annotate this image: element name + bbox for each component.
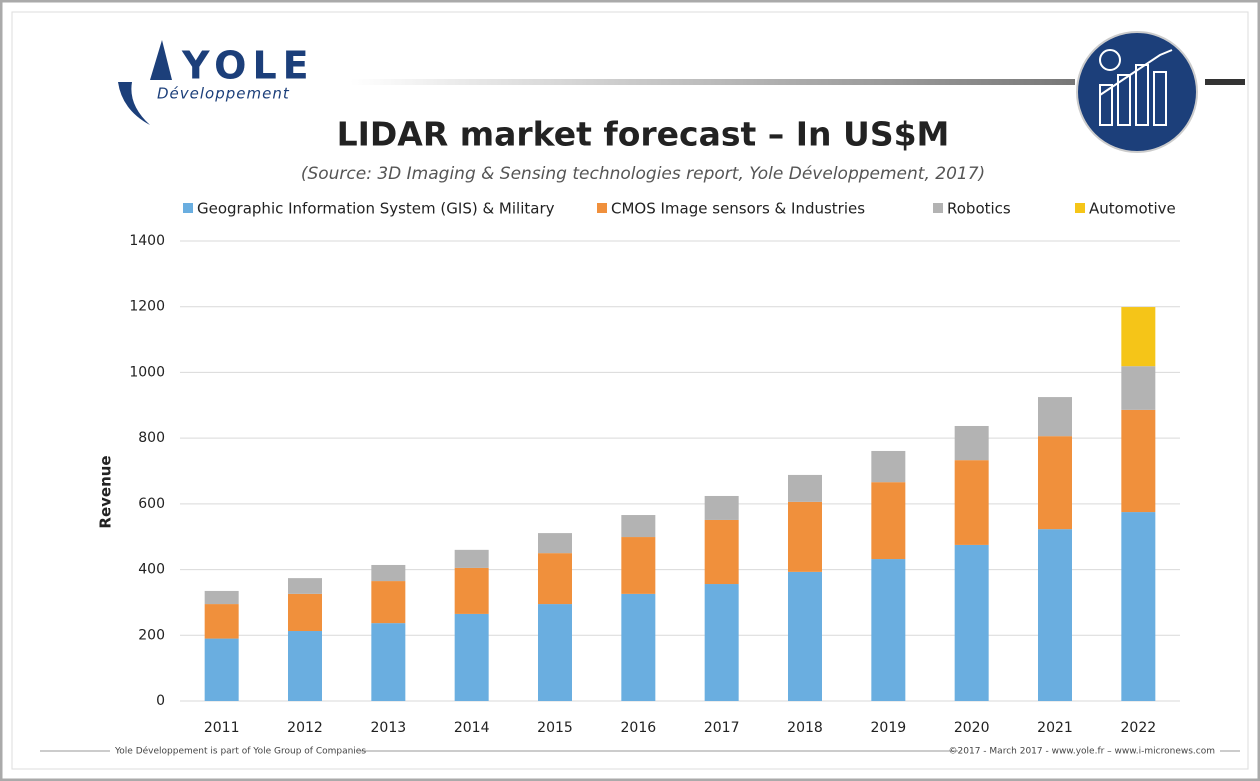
y-tick-label: 600 [138, 496, 165, 512]
x-tick-label: 2017 [704, 720, 740, 736]
bar-segment [954, 425, 989, 461]
legend-label: Robotics [947, 200, 1011, 218]
bar-segment [288, 593, 322, 632]
bar-segment [454, 549, 489, 568]
bar-segment [1038, 529, 1072, 701]
bar-segment [538, 604, 572, 701]
bar-segment [371, 564, 406, 582]
bar-segment [788, 474, 822, 502]
chart-subtitle: (Source: 3D Imaging & Sensing technologi… [301, 164, 985, 184]
legend-label: Geographic Information System (GIS) & Mi… [197, 200, 555, 218]
bar-segment [704, 519, 739, 585]
bar-segment [1121, 366, 1156, 410]
bar-segment [454, 613, 489, 701]
bar-segment [788, 501, 822, 572]
chart-title: LIDAR market forecast – In US$M [337, 115, 950, 154]
bar-segment [871, 482, 906, 560]
legend-swatch [183, 203, 193, 213]
header-rule [350, 79, 1075, 85]
x-tick-label: 2021 [1037, 720, 1073, 736]
badge-icon [1099, 49, 1173, 126]
legend-label: CMOS Image sensors & Industries [611, 200, 865, 218]
x-tick-label: 2015 [537, 720, 573, 736]
bar-segment [288, 631, 322, 701]
legend-label: Automotive [1089, 200, 1176, 218]
x-tick-label: 2011 [204, 720, 240, 736]
logo-subtitle: Développement [157, 85, 290, 103]
legend-swatch [1075, 203, 1085, 213]
legend-swatch [933, 203, 943, 213]
y-tick-label: 1200 [129, 299, 165, 315]
bar-segment [204, 604, 239, 639]
y-tick-label: 0 [156, 693, 165, 709]
x-tick-label: 2013 [371, 720, 407, 736]
logo-swoosh [118, 82, 150, 125]
x-tick-label: 2018 [787, 720, 823, 736]
bar-segment [704, 495, 739, 520]
bar-segment [371, 623, 406, 701]
bar-segment [538, 553, 572, 605]
x-tick-label: 2014 [454, 720, 490, 736]
bar-segment [1121, 307, 1156, 367]
x-tick-label: 2019 [871, 720, 907, 736]
bar-segment [371, 581, 406, 624]
bar-segment [204, 638, 239, 701]
logo-mark [150, 40, 172, 80]
bar-segment [621, 537, 656, 594]
y-tick-label: 800 [138, 430, 165, 446]
x-tick-label: 2016 [621, 720, 657, 736]
legend-swatch [597, 203, 607, 213]
bar-segment [1038, 397, 1072, 437]
bar-segment [454, 567, 489, 614]
bar-segment [871, 559, 906, 701]
x-tick-label: 2012 [287, 720, 323, 736]
bar-segment [621, 515, 656, 538]
x-tick-label: 2020 [954, 720, 990, 736]
bar-segment [1121, 409, 1156, 513]
bar-segment [954, 460, 989, 545]
y-tick-label: 1000 [129, 364, 165, 380]
footer-right: ©2017 - March 2017 - www.yole.fr – www.i… [949, 747, 1215, 757]
bar-segment [954, 544, 989, 701]
bar-segment [621, 593, 656, 701]
bar-segment [704, 584, 739, 701]
bar-segment [288, 578, 322, 594]
bar-segment [1121, 512, 1156, 701]
bar-segment [1038, 436, 1072, 530]
y-axis-label: Revenue [97, 455, 115, 528]
bar-segment [538, 533, 572, 554]
footer-gap [110, 744, 360, 758]
inner-border [11, 11, 1249, 770]
y-tick-label: 400 [138, 562, 165, 578]
bar-segment [204, 590, 239, 605]
x-tick-label: 2022 [1121, 720, 1157, 736]
y-tick-label: 200 [138, 627, 165, 643]
y-tick-label: 1400 [129, 233, 165, 249]
bar-segment [788, 571, 822, 701]
footer-left: Yole Développement is part of Yole Group… [114, 746, 366, 757]
header-rule-end [1205, 79, 1245, 85]
logo-name: YOLE [181, 44, 315, 88]
bar-segment [871, 450, 906, 483]
